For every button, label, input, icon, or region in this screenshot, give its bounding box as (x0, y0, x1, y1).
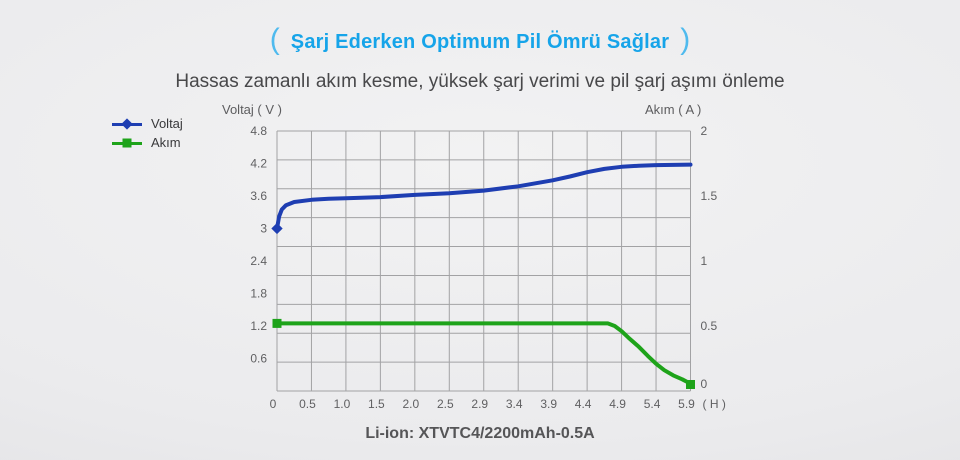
x-tick-label: 2.9 (471, 397, 488, 411)
x-tick-label: 3.4 (506, 397, 523, 411)
axis-tick-labels: 4.8 4.2 3.6 3 2.4 1.8 1.2 0.6 2 1.5 1 0.5 0 0 0.5 1.0 1.… (250, 124, 726, 411)
battery-spec-caption: Li-ion: XTVTC4/2200mAh-0.5A (365, 425, 595, 442)
title-bracket-right-icon: ) (680, 23, 691, 56)
page-title: Şarj Ederken Optimum Pil Ömrü Sağlar (290, 30, 670, 53)
page-subtitle: Hassas zamanlı akım kesme, yüksek şarj v… (175, 71, 785, 92)
legend-label-voltaj: Voltaj (151, 116, 183, 131)
chart-legend: Voltaj Akım (112, 114, 183, 152)
voltage-diamond-marker-icon (112, 117, 142, 130)
y-left-tick-label: 1.2 (250, 319, 267, 333)
x-tick-label: 1.5 (368, 397, 385, 411)
x-tick-label: 3.9 (540, 397, 557, 411)
current-square-marker-icon (112, 137, 142, 149)
page-title-row: ( Şarj Ederken Optimum Pil Ömrü Sağlar ) (0, 23, 960, 57)
x-tick-label: 5.4 (644, 397, 661, 411)
series-akım (272, 318, 695, 389)
right-axis-title: Akım ( A ) (645, 102, 702, 117)
x-axis-unit-label: ( H ) (703, 397, 726, 411)
x-tick-label: 4.4 (575, 397, 592, 411)
voltage-diamond-marker-icon (271, 222, 283, 235)
y-left-tick-label: 1.8 (250, 287, 267, 301)
title-bracket-left-icon: ( (269, 23, 280, 56)
y-left-tick-label: 2.4 (250, 254, 267, 268)
y-right-tick-label: 1 (701, 254, 708, 268)
y-right-tick-label: 1.5 (701, 189, 718, 203)
y-left-tick-label: 0.6 (250, 352, 267, 366)
series-voltaj (271, 162, 693, 235)
y-right-tick-label: 0.5 (701, 319, 718, 333)
legend-item-voltaj: Voltaj (112, 114, 183, 133)
y-right-tick-label: 0 (701, 377, 708, 391)
x-tick-label: 0 (270, 397, 277, 411)
y-left-tick-label: 3.6 (250, 189, 267, 203)
x-tick-label: 4.9 (609, 397, 626, 411)
x-tick-label: 1.0 (334, 397, 351, 411)
left-axis-title: Voltaj ( V ) (222, 102, 282, 117)
x-tick-label: 5.9 (678, 397, 695, 411)
y-right-tick-label: 2 (701, 124, 708, 138)
y-left-tick-label: 4.2 (250, 157, 267, 171)
y-left-tick-label: 4.8 (250, 124, 267, 138)
y-left-tick-label: 3 (260, 222, 267, 236)
current-square-marker-icon (686, 380, 695, 389)
x-tick-label: 2.0 (402, 397, 419, 411)
legend-item-akim: Akım (112, 133, 183, 152)
x-tick-label: 0.5 (299, 397, 316, 411)
chart-grid (276, 130, 691, 392)
x-tick-label: 2.5 (437, 397, 454, 411)
current-square-marker-icon (272, 318, 282, 328)
legend-label-akim: Akım (151, 135, 181, 150)
